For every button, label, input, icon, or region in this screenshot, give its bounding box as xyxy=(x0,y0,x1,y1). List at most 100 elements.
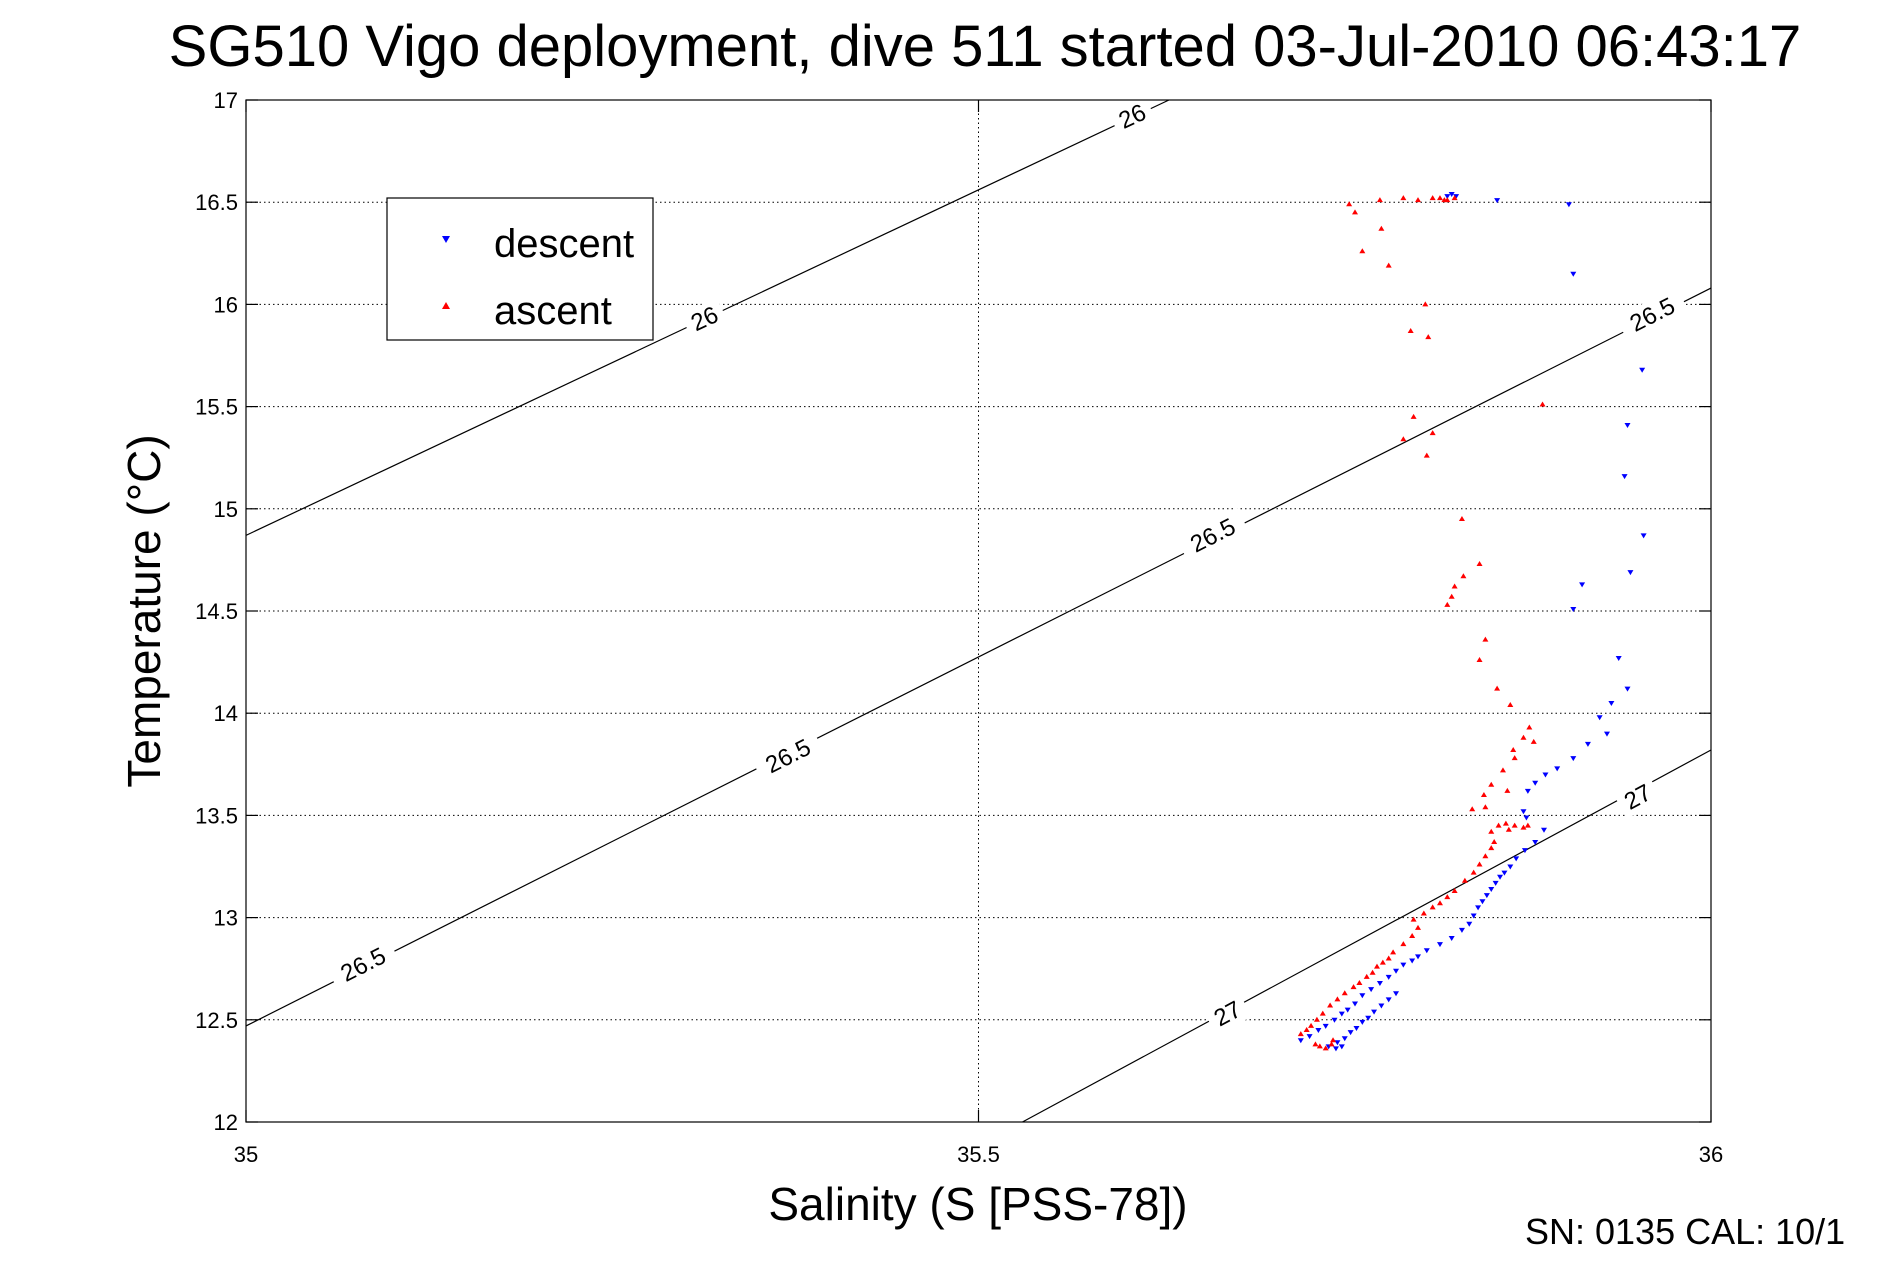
point-descent xyxy=(1523,815,1530,821)
point-descent xyxy=(1332,1046,1339,1052)
point-descent xyxy=(1492,880,1499,886)
contour-label-bg xyxy=(680,297,729,340)
point-ascent xyxy=(1476,861,1483,867)
point-descent xyxy=(1520,809,1527,815)
y-tick-label: 16.5 xyxy=(195,190,238,215)
point-ascent xyxy=(1373,963,1380,969)
point-ascent xyxy=(1429,904,1436,910)
point-descent xyxy=(1494,198,1501,204)
contour-label: 27 xyxy=(1613,775,1663,819)
point-ascent xyxy=(1316,1043,1323,1049)
point-ascent xyxy=(1511,822,1518,828)
point-ascent xyxy=(1488,828,1495,834)
point-ascent xyxy=(1526,724,1533,730)
point-descent xyxy=(1615,656,1622,662)
point-descent xyxy=(1624,422,1631,428)
point-ascent xyxy=(1461,877,1468,883)
point-ascent xyxy=(1494,685,1501,691)
contour-label: 26.5 xyxy=(751,728,825,784)
point-ascent xyxy=(1297,1031,1304,1037)
point-ascent xyxy=(1303,1027,1310,1033)
contour-label: 26.5 xyxy=(1176,507,1250,564)
point-ascent xyxy=(1352,209,1359,215)
point-ascent xyxy=(1469,806,1476,812)
point-ascent xyxy=(1520,824,1527,830)
point-ascent xyxy=(1422,301,1429,307)
point-ascent xyxy=(1341,990,1348,996)
point-ascent xyxy=(1407,327,1414,333)
point-ascent xyxy=(1505,826,1512,832)
point-descent xyxy=(1331,1017,1338,1023)
point-ascent xyxy=(1385,262,1392,268)
point-descent xyxy=(1365,1015,1372,1021)
y-tick-label: 12 xyxy=(214,1110,238,1135)
point-ascent xyxy=(1507,702,1514,708)
point-descent xyxy=(1378,1003,1385,1009)
point-descent xyxy=(1338,1011,1345,1017)
point-descent xyxy=(1579,582,1586,588)
point-descent xyxy=(1570,271,1577,277)
point-ascent xyxy=(1436,195,1443,201)
point-ascent xyxy=(1363,973,1370,979)
point-ascent xyxy=(1429,430,1436,436)
y-tick-label: 12.5 xyxy=(195,1008,238,1033)
point-descent xyxy=(1385,974,1392,980)
legend-box xyxy=(386,197,654,341)
point-descent xyxy=(1338,1044,1345,1050)
point-descent xyxy=(1488,886,1495,892)
x-axis-label: Salinity (S [PSS-78]) xyxy=(768,1178,1187,1230)
point-ascent xyxy=(1313,1016,1320,1022)
point-descent xyxy=(1315,1028,1322,1034)
point-ascent xyxy=(1400,941,1407,947)
point-descent xyxy=(1639,367,1646,373)
point-descent xyxy=(1393,991,1400,997)
point-descent xyxy=(1376,981,1383,987)
point-ascent xyxy=(1312,1041,1319,1047)
point-descent xyxy=(1371,1009,1378,1015)
contour-label-bg xyxy=(1108,95,1157,138)
point-ascent xyxy=(1379,959,1386,965)
point-descent xyxy=(1479,899,1486,905)
point-descent xyxy=(1542,772,1549,778)
point-descent xyxy=(1423,948,1430,954)
point-descent xyxy=(1570,756,1577,762)
point-ascent xyxy=(1451,583,1458,589)
legend-label-ascent: ascent xyxy=(494,289,612,333)
point-ascent xyxy=(1322,1045,1329,1051)
legend-marker-ascent xyxy=(442,302,450,309)
x-tick-label: 35.5 xyxy=(957,1142,1000,1167)
contour-label: 26.5 xyxy=(326,936,400,993)
point-ascent xyxy=(1488,845,1495,851)
point-ascent xyxy=(1415,197,1421,203)
point-ascent xyxy=(1444,601,1451,607)
point-descent xyxy=(1352,1001,1359,1007)
point-descent xyxy=(1627,570,1634,576)
point-ascent xyxy=(1415,924,1421,930)
point-descent xyxy=(1507,864,1514,870)
point-ascent xyxy=(1524,822,1531,828)
point-ascent xyxy=(1480,791,1487,797)
contour-line xyxy=(245,287,1712,1027)
point-descent xyxy=(1532,780,1539,786)
point-ascent xyxy=(1476,657,1483,663)
point-ascent xyxy=(1409,932,1416,938)
point-descent xyxy=(1470,913,1477,919)
point-descent xyxy=(1448,192,1455,198)
point-descent xyxy=(1444,194,1451,200)
point-ascent xyxy=(1504,787,1511,793)
point-ascent xyxy=(1436,900,1443,906)
point-ascent xyxy=(1495,822,1502,828)
y-axis-label: Temperature (°C) xyxy=(118,434,170,787)
chart-title: SG510 Vigo deployment, dive 511 started … xyxy=(169,14,1802,79)
point-ascent xyxy=(1451,195,1458,201)
point-ascent xyxy=(1390,949,1397,955)
calibration-footer: SN: 0135 CAL: 10/1 xyxy=(1525,1211,1845,1252)
point-ascent xyxy=(1420,910,1427,916)
point-descent xyxy=(1554,766,1561,772)
contour-label: 26 xyxy=(1108,95,1157,138)
point-ascent xyxy=(1334,996,1341,1002)
y-tick-label: 15.5 xyxy=(195,395,238,420)
point-ascent xyxy=(1499,767,1506,773)
point-descent xyxy=(1306,1034,1313,1040)
point-ascent xyxy=(1410,916,1417,922)
